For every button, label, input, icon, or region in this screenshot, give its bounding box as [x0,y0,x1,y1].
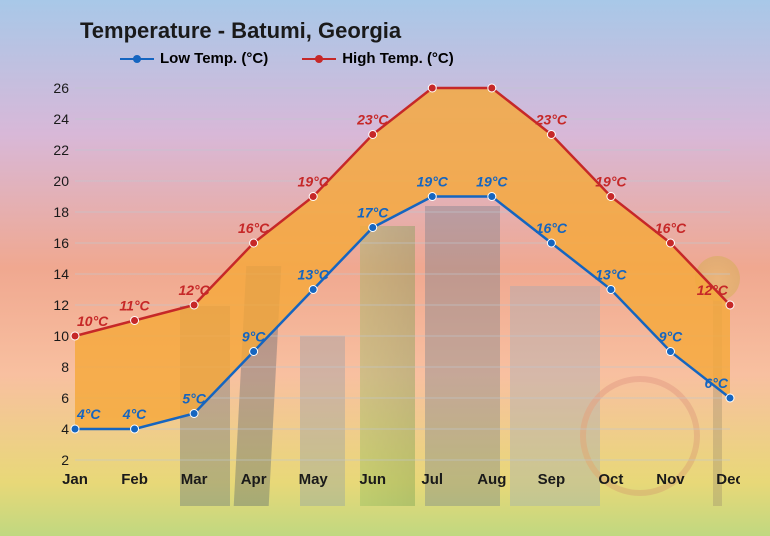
svg-text:13°C: 13°C [595,267,627,283]
svg-text:26°C: 26°C [475,80,508,81]
svg-text:16°C: 16°C [536,220,568,236]
svg-text:19°C: 19°C [298,174,330,190]
svg-text:11°C: 11°C [119,298,150,314]
svg-text:4: 4 [61,421,69,437]
svg-text:5°C: 5°C [182,391,206,407]
svg-text:6: 6 [61,390,69,406]
legend-label-high: High Temp. (°C) [342,50,454,67]
svg-text:4°C: 4°C [122,406,147,422]
svg-text:8: 8 [61,359,69,375]
legend: Low Temp. (°C) High Temp. (°C) [120,50,454,67]
svg-text:22: 22 [53,142,69,158]
svg-text:16°C: 16°C [655,220,687,236]
svg-text:20: 20 [53,173,69,189]
svg-text:19°C: 19°C [476,174,508,190]
legend-label-low: Low Temp. (°C) [160,50,268,67]
plot-area: 10°C11°C12°C16°C19°C23°C26°C26°C23°C19°C… [45,80,740,490]
svg-text:12: 12 [53,297,69,313]
svg-text:23°C: 23°C [535,112,568,128]
svg-text:2: 2 [61,452,69,468]
svg-text:4°C: 4°C [76,406,101,422]
svg-text:23°C: 23°C [356,112,389,128]
svg-text:Oct: Oct [598,471,623,488]
svg-text:Nov: Nov [656,471,685,488]
svg-text:19°C: 19°C [417,174,449,190]
svg-text:9°C: 9°C [659,329,683,345]
chart-title: Temperature - Batumi, Georgia [80,18,401,44]
svg-text:9°C: 9°C [242,329,266,345]
svg-text:Mar: Mar [181,471,208,488]
svg-text:6°C: 6°C [705,375,729,391]
svg-text:14: 14 [53,266,69,282]
svg-text:12°C: 12°C [178,282,210,298]
svg-text:May: May [299,471,329,488]
svg-text:16: 16 [53,235,69,251]
svg-text:26°C: 26°C [416,80,449,81]
chart-svg: 10°C11°C12°C16°C19°C23°C26°C26°C23°C19°C… [45,80,740,490]
temperature-chart: Temperature - Batumi, Georgia Low Temp. … [0,0,770,536]
legend-item-low: Low Temp. (°C) [120,50,268,67]
svg-text:Aug: Aug [477,471,506,488]
svg-text:Sep: Sep [538,471,566,488]
svg-text:26: 26 [53,80,69,96]
svg-text:10°C: 10°C [77,313,109,329]
svg-text:19°C: 19°C [595,174,627,190]
svg-text:Jan: Jan [62,471,88,488]
svg-text:16°C: 16°C [238,220,270,236]
svg-text:Dec: Dec [716,471,740,488]
svg-text:13°C: 13°C [298,267,330,283]
svg-text:24: 24 [53,111,69,127]
svg-text:17°C: 17°C [357,205,389,221]
svg-text:Apr: Apr [241,471,267,488]
svg-text:Jun: Jun [359,471,386,488]
svg-text:18: 18 [53,204,69,220]
svg-text:10: 10 [53,328,69,344]
svg-text:Feb: Feb [121,471,148,488]
svg-text:12°C: 12°C [697,282,729,298]
svg-text:Jul: Jul [421,471,443,488]
legend-item-high: High Temp. (°C) [302,50,454,67]
